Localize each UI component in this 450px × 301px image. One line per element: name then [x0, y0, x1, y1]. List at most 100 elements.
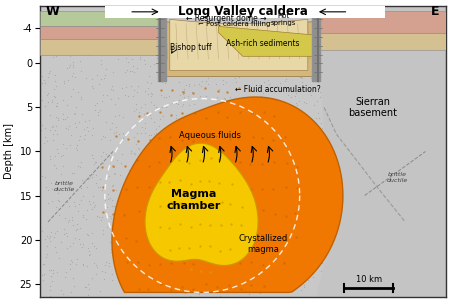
Point [153, 131, 160, 135]
Point [270, 268, 278, 272]
Point [114, 157, 121, 162]
Point [382, 49, 390, 54]
Point [224, 20, 231, 25]
Point [360, 223, 368, 228]
Point [335, 107, 342, 112]
Point [278, 117, 285, 122]
Point [226, 191, 234, 196]
Point [212, 82, 220, 87]
Point [166, 208, 173, 213]
Point [388, 152, 396, 157]
Point [146, 159, 153, 164]
Point [328, 36, 335, 40]
Point [220, 25, 227, 30]
Point [254, 265, 261, 270]
Point [146, 113, 153, 117]
Point [359, 292, 366, 296]
Point [72, 25, 79, 30]
Point [178, 141, 185, 146]
Point [41, 175, 49, 179]
Point [238, 64, 246, 69]
Point [332, 259, 339, 263]
Point [274, 35, 281, 40]
Point [436, 42, 443, 47]
Point [136, 110, 143, 115]
Point [349, 227, 356, 232]
Point [365, 149, 373, 154]
Point [307, 140, 314, 144]
Point [126, 169, 133, 174]
Point [252, 234, 259, 239]
Point [284, 161, 291, 166]
Point [437, 151, 444, 156]
Point [176, 237, 184, 242]
Point [224, 281, 231, 286]
Point [162, 133, 170, 138]
Point [279, 86, 287, 91]
Point [55, 151, 62, 156]
Point [147, 63, 154, 68]
Point [179, 286, 186, 290]
Point [316, 156, 324, 160]
Point [205, 19, 212, 24]
Point [323, 177, 330, 182]
Point [103, 67, 110, 71]
Point [252, 40, 259, 45]
Point [280, 191, 287, 196]
Point [127, 215, 134, 220]
Point [50, 87, 58, 92]
Point [195, 137, 202, 142]
Point [309, 254, 316, 259]
Point [182, 64, 189, 69]
Point [174, 119, 181, 124]
Point [374, 268, 382, 273]
Text: brittle
ductile: brittle ductile [387, 172, 408, 183]
Polygon shape [219, 26, 316, 56]
Point [297, 222, 304, 227]
Point [97, 217, 104, 222]
Point [254, 42, 261, 47]
Point [178, 17, 185, 22]
Point [364, 265, 372, 270]
Point [425, 160, 432, 164]
Point [91, 22, 98, 26]
Point [210, 35, 217, 39]
Point [422, 152, 429, 157]
Point [417, 209, 424, 214]
Point [205, 75, 212, 80]
Point [140, 112, 148, 117]
Point [279, 286, 286, 291]
Point [292, 271, 299, 276]
Point [297, 50, 304, 55]
Point [194, 34, 201, 39]
Point [110, 234, 117, 239]
Point [293, 61, 300, 66]
Point [190, 71, 198, 76]
Point [389, 132, 396, 137]
Point [307, 176, 315, 181]
Point [318, 81, 325, 85]
Point [272, 228, 279, 233]
Point [59, 153, 66, 157]
Point [223, 159, 230, 163]
Point [317, 120, 324, 125]
Point [219, 226, 226, 231]
Point [177, 59, 184, 64]
Point [164, 61, 171, 66]
Point [122, 92, 129, 97]
Point [108, 86, 115, 91]
Point [335, 105, 342, 110]
Point [387, 78, 394, 83]
Point [116, 131, 123, 136]
Point [89, 230, 96, 235]
Point [88, 152, 95, 157]
Point [75, 209, 82, 214]
Point [279, 253, 286, 258]
Point [281, 79, 288, 83]
Point [131, 134, 138, 139]
Point [252, 121, 260, 126]
Point [60, 227, 67, 232]
Point [320, 96, 327, 101]
Point [355, 251, 362, 256]
Point [306, 123, 313, 127]
